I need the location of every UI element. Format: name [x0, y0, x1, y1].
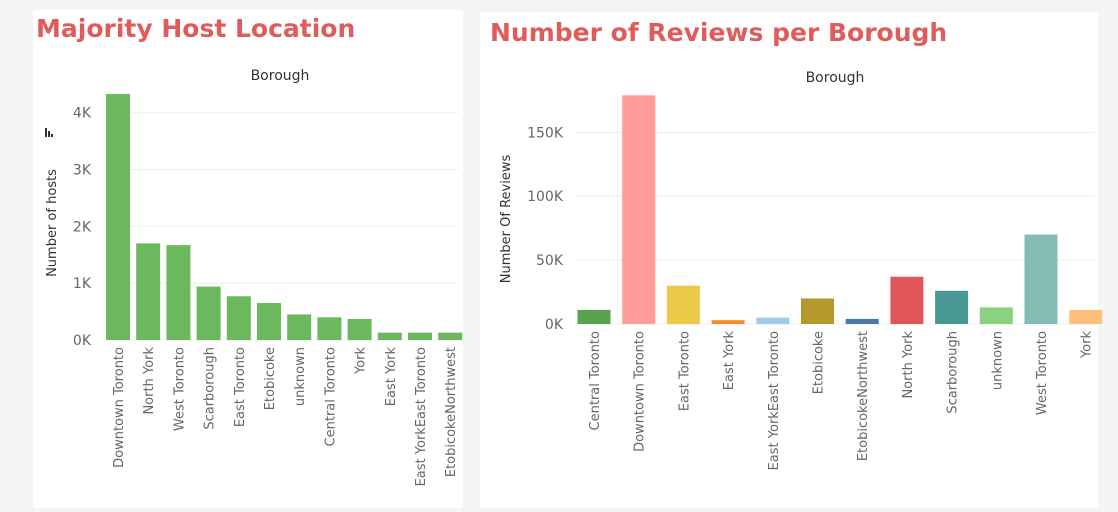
reviews-chart: Borough 0K 50K 100K 150K Number Of Reviews Cen…	[499, 70, 1103, 470]
hosts-category-label: Etobicoke	[263, 347, 278, 410]
hosts-category-label: EtobicokeNorthwest	[444, 347, 459, 477]
hosts-y-tick-label: 3K	[73, 163, 92, 179]
reviews-bar-unknown	[979, 307, 1013, 324]
hosts-column-header: Borough	[251, 68, 310, 84]
reviews-category-label: East Toronto	[677, 331, 692, 411]
hosts-category-label: York	[354, 347, 369, 376]
reviews-y-tick-label: 100K	[527, 189, 564, 205]
hosts-category-label: Central Toronto	[323, 347, 338, 447]
hosts-y-tick-label: 0K	[73, 333, 92, 349]
hosts-y-tick-label: 2K	[73, 219, 92, 235]
reviews-bar-east-york	[711, 320, 745, 324]
hosts-bar-etobicokenorthwest	[438, 332, 463, 340]
reviews-category-label: EtobicokeNorthwest	[856, 331, 871, 461]
reviews-title: Number of Reviews per Borough	[490, 18, 948, 47]
hosts-y-axis-label: Number of hosts	[45, 169, 60, 277]
hosts-bar-central-toronto	[317, 317, 342, 340]
hosts-bar-scarborough	[196, 286, 221, 340]
host-location-title: Majority Host Location	[36, 14, 356, 43]
hosts-category-label: West Toronto	[172, 347, 187, 431]
hosts-y-tick-label: 1K	[73, 276, 92, 292]
reviews-y-tick-label: 50K	[536, 253, 564, 269]
reviews-bar-east-yorkeast-toronto	[756, 317, 790, 324]
reviews-bar-central-toronto	[577, 309, 611, 324]
reviews-category-label: Central Toronto	[588, 331, 603, 431]
hosts-bar-east-yorkeast-toronto	[408, 332, 432, 340]
hosts-bar-east-york	[377, 332, 402, 340]
hosts-category-label: East Toronto	[233, 347, 248, 427]
hosts-bar-etobicoke	[257, 303, 281, 340]
reviews-category-label: Etobicoke	[812, 331, 827, 394]
hosts-category-label: Downtown Toronto	[112, 347, 127, 468]
reviews-bar-york	[1069, 309, 1103, 324]
reviews-bar-etobicoke	[801, 298, 834, 324]
hosts-bar-unknown	[287, 314, 312, 340]
hosts-category-label: East York	[384, 347, 399, 407]
hosts-category-label: North York	[142, 347, 157, 415]
hosts-bar-east-toronto	[226, 296, 251, 340]
reviews-bar-north-york	[890, 276, 924, 324]
host-location-chart: Borough 0K 1K 2K 3K 4K Number of hosts Downtown…	[45, 68, 463, 486]
reviews-category-label: unknown	[990, 331, 1005, 390]
reviews-bar-east-toronto	[666, 285, 700, 324]
hosts-bar-north-york	[136, 243, 161, 340]
hosts-category-label: East YorkEast Toronto	[414, 347, 429, 486]
hosts-bar-york	[347, 318, 372, 340]
sort-descending-icon	[45, 128, 53, 137]
reviews-y-tick-label: 0K	[545, 317, 564, 333]
reviews-y-tick-label: 150K	[527, 125, 564, 141]
reviews-category-label: Downtown Toronto	[633, 331, 648, 452]
hosts-y-tick-label: 4K	[73, 106, 92, 122]
reviews-category-label: Scarborough	[946, 331, 961, 414]
reviews-bar-scarborough	[935, 290, 969, 324]
reviews-category-label: East YorkEast Toronto	[767, 331, 782, 470]
reviews-category-label: West Toronto	[1035, 331, 1050, 415]
reviews-panel: Number of Reviews per Borough Borough 0K 5…	[480, 12, 1103, 508]
hosts-category-label: Scarborough	[203, 347, 218, 430]
hosts-bar-downtown-toronto	[106, 93, 130, 341]
reviews-category-label: York	[1080, 331, 1095, 360]
reviews-category-label: East York	[722, 331, 737, 391]
hosts-category-label: unknown	[293, 347, 308, 406]
reviews-bar-etobicokenorthwest	[845, 318, 879, 324]
reviews-category-label: North York	[901, 331, 916, 399]
reviews-bar-downtown-toronto	[622, 95, 656, 325]
reviews-bar-west-toronto	[1024, 234, 1058, 324]
hosts-bar-west-toronto	[166, 245, 191, 340]
reviews-y-axis-label: Number Of Reviews	[499, 155, 514, 284]
host-location-panel: Majority Host Location Borough 0K 1K 2K 3K 4K…	[33, 10, 463, 508]
reviews-column-header: Borough	[806, 70, 865, 86]
